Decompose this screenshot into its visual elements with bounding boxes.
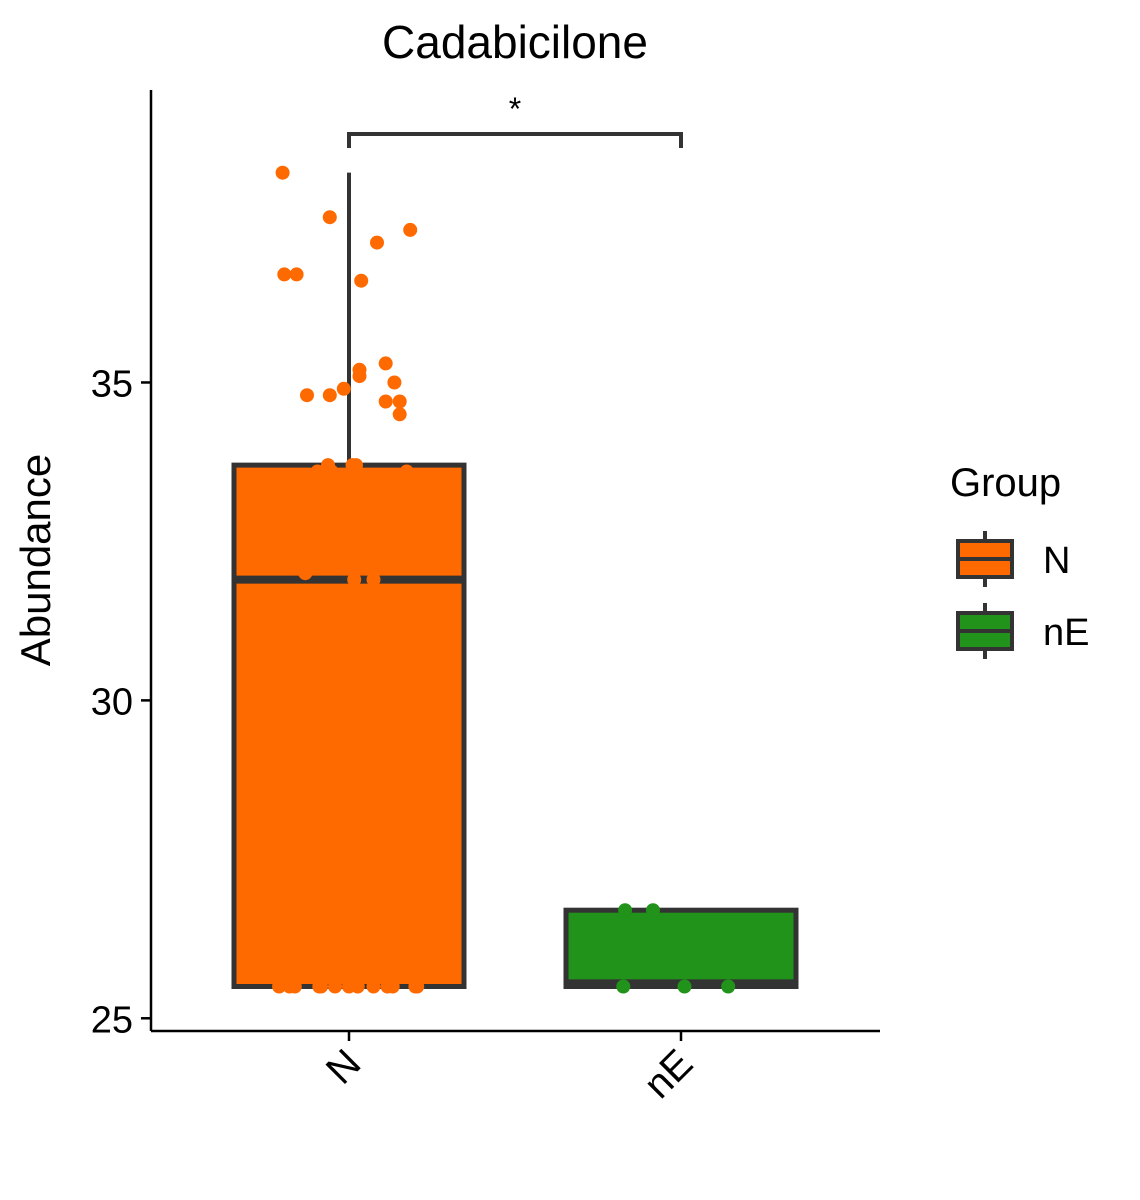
data-point [618,903,633,918]
data-point [277,267,292,282]
data-point [300,388,314,403]
data-point [385,979,400,994]
data-point [328,979,342,994]
data-point [282,521,297,536]
y-tick-label: 35 [91,363,133,405]
data-point [336,381,351,396]
data-point [322,388,337,403]
points-layer [272,165,736,994]
data-point [410,979,425,994]
data-point [354,273,369,288]
data-point [322,210,337,225]
data-point [399,464,414,479]
y-tick-label: 30 [91,681,133,723]
data-point [347,572,362,587]
data-point [378,356,393,371]
data-point [287,979,302,994]
legend-label: N [1043,540,1070,582]
data-point [349,458,363,473]
significance-label: * [509,91,521,127]
data-point [338,470,353,485]
x-tick-label: nE [636,1041,702,1107]
data-point [677,979,692,994]
data-point [721,979,736,994]
data-point [616,979,631,994]
data-point [399,528,414,543]
y-tick-label: 25 [91,999,133,1041]
data-point [378,394,393,409]
data-point [272,903,287,918]
data-point [387,375,402,390]
legend-label: nE [1043,612,1089,654]
box-N [231,462,467,989]
significance-bracket: * [347,91,683,148]
box-nE [563,907,799,989]
data-point [366,979,381,994]
data-point [352,369,367,384]
data-point [392,394,407,409]
data-point [646,903,660,918]
legend-title: Group [950,461,1061,505]
data-point [408,483,423,498]
boxes-layer [231,172,799,989]
data-point [289,267,304,282]
data-point [314,979,328,994]
y-axis-label: Abundance [12,454,59,667]
data-point [298,566,313,581]
data-point [310,464,325,479]
x-tick-label: N [318,1041,370,1093]
data-point [275,165,290,180]
data-point [366,572,381,587]
data-point [350,979,365,994]
data-point [403,222,418,237]
chart-title: Cadabicilone [382,16,648,68]
data-point [392,407,407,422]
data-point [370,235,384,250]
bracket-line [347,132,683,148]
data-point [272,979,287,994]
legend: Group NnE [950,461,1089,659]
data-point [324,464,339,479]
